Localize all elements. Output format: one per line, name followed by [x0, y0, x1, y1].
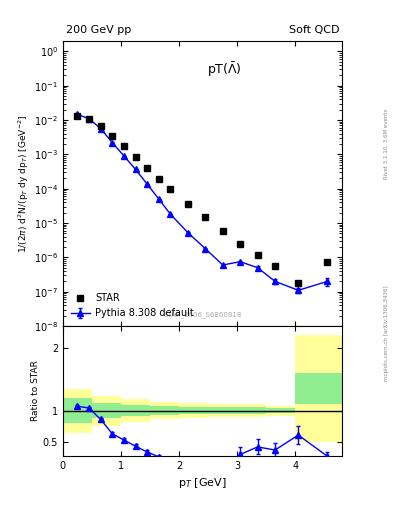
Text: Rivet 3.1.10, 3.6M events: Rivet 3.1.10, 3.6M events	[384, 108, 389, 179]
STAR	[110, 133, 115, 139]
STAR	[325, 259, 330, 265]
STAR	[98, 123, 103, 130]
Y-axis label: Ratio to STAR: Ratio to STAR	[31, 360, 40, 421]
Line: STAR: STAR	[74, 112, 331, 286]
STAR	[185, 201, 190, 207]
STAR	[255, 251, 260, 258]
Text: pT($\bar{\Lambda}$): pT($\bar{\Lambda}$)	[208, 61, 242, 79]
Text: Soft QCD: Soft QCD	[288, 25, 339, 35]
STAR	[156, 176, 161, 182]
STAR	[273, 263, 277, 269]
STAR	[238, 241, 242, 247]
Text: STAR_2006_S6860818: STAR_2006_S6860818	[163, 311, 242, 317]
STAR	[145, 165, 149, 171]
STAR	[168, 186, 173, 193]
STAR	[296, 280, 301, 286]
STAR	[87, 116, 92, 122]
STAR	[121, 143, 126, 150]
STAR	[203, 214, 208, 220]
Text: 200 GeV pp: 200 GeV pp	[66, 25, 131, 35]
STAR	[133, 154, 138, 160]
STAR	[75, 113, 80, 119]
STAR	[220, 228, 225, 234]
Y-axis label: 1/(2$\pi$) d$^{2}$N/(p$_{T}$ dy dp$_{T}$) [GeV$^{-2}$]: 1/(2$\pi$) d$^{2}$N/(p$_{T}$ dy dp$_{T}$…	[17, 114, 31, 252]
Text: mcplots.cern.ch [arXiv:1306.3436]: mcplots.cern.ch [arXiv:1306.3436]	[384, 285, 389, 380]
X-axis label: p$_{T}$ [GeV]: p$_{T}$ [GeV]	[178, 476, 227, 490]
Legend: STAR, Pythia 8.308 default: STAR, Pythia 8.308 default	[68, 290, 196, 321]
